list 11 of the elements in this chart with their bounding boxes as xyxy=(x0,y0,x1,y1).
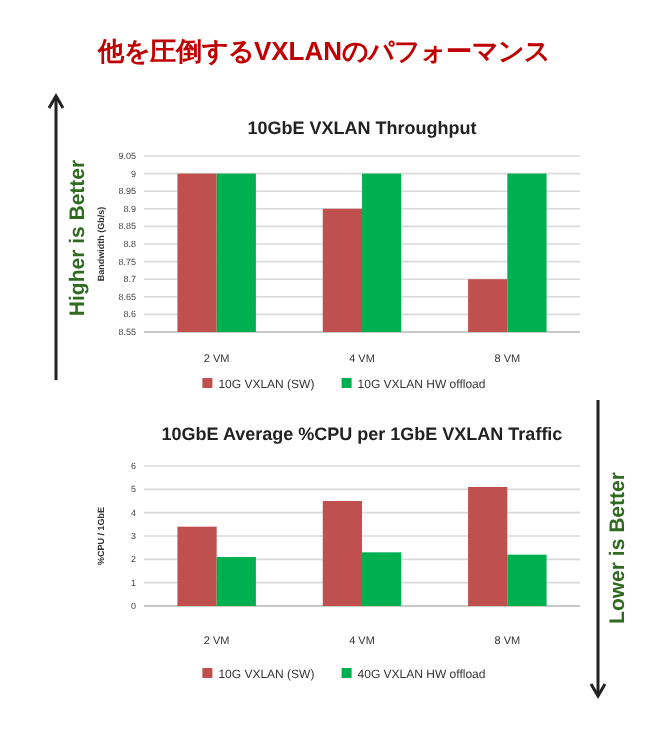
bar xyxy=(468,487,508,606)
bar xyxy=(177,526,217,606)
bar xyxy=(322,501,362,606)
bar xyxy=(362,552,402,606)
bar xyxy=(216,557,256,606)
chart-title: 10GbE Average %CPU per 1GbE VXLAN Traffic xyxy=(161,424,563,444)
chart-title: 10GbE VXLAN Throughput xyxy=(247,118,477,138)
text: Lower is Better xyxy=(606,472,630,624)
bar xyxy=(507,554,547,606)
text: Higher is Better xyxy=(66,159,90,317)
text: 他を圧倒するVXLANのパフォーマンス xyxy=(95,36,551,66)
